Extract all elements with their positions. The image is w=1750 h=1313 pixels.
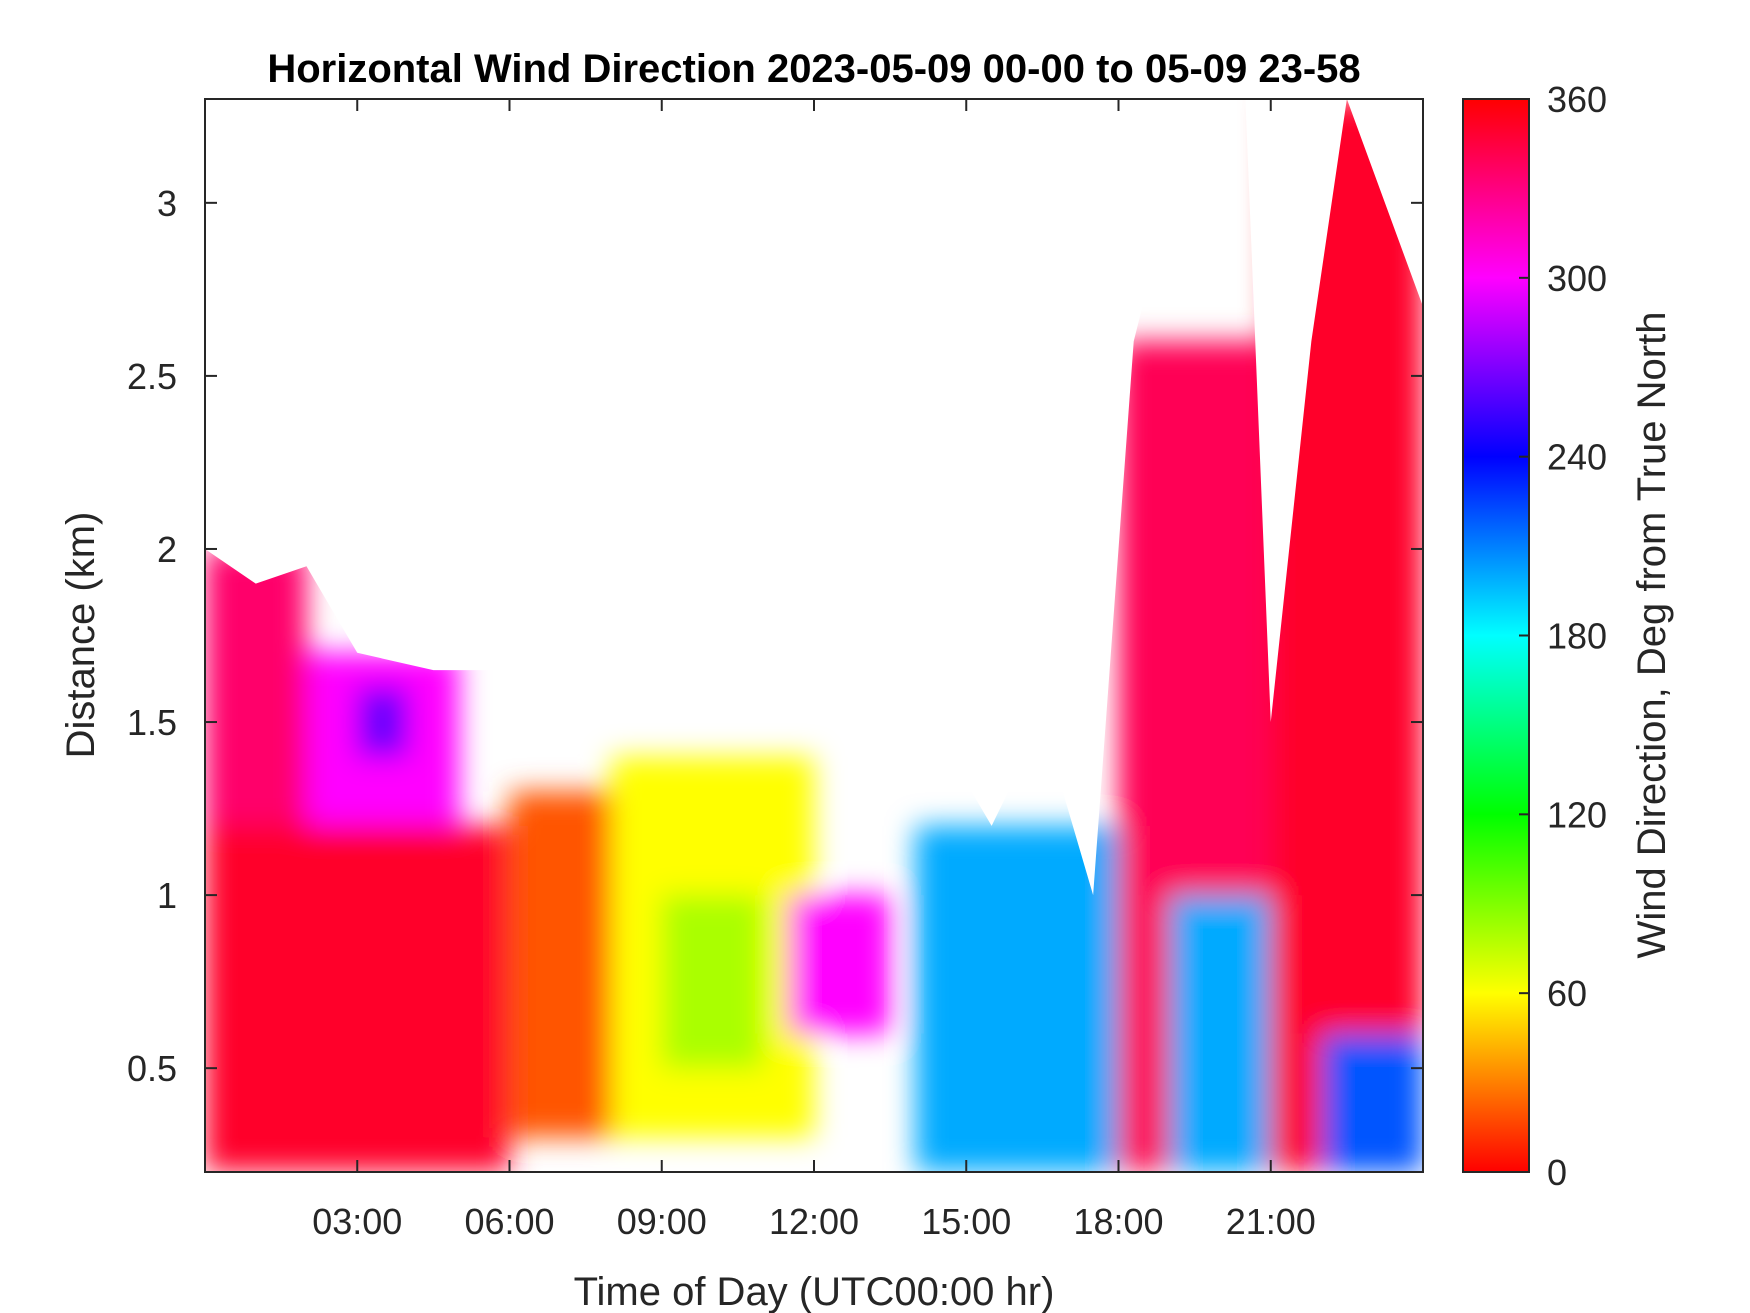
heatmap-region-6 — [661, 895, 764, 1069]
heatmap-region-8 — [915, 825, 1119, 1172]
x-tick-label: 03:00 — [312, 1201, 402, 1242]
heatmap-region-10 — [1169, 895, 1271, 1172]
colorbar-label: Wind Direction, Deg from True North — [1630, 312, 1674, 959]
colorbar-gradient — [1463, 99, 1529, 1172]
colorbar-tick-label: 60 — [1547, 973, 1587, 1014]
colorbar-tick-label: 300 — [1547, 258, 1607, 299]
heatmap-region-7 — [788, 895, 891, 1034]
y-tick-label: 2.5 — [127, 356, 177, 397]
y-axis: 0.5 1 1.5 2 2.5 3 — [127, 183, 1423, 1089]
colorbar-tick-label: 240 — [1547, 437, 1607, 478]
heatmap-layer — [205, 99, 1423, 1172]
colorbar-tick-label: 0 — [1547, 1152, 1567, 1193]
x-tick-label: 09:00 — [617, 1201, 707, 1242]
heatmap-region-2 — [357, 687, 408, 757]
colorbar: 0 60 120 180 240 300 360 Wind Direction, Deg f… — [1462, 79, 1674, 1193]
y-tick-label: 3 — [157, 183, 177, 224]
no-data-region — [205, 99, 1423, 896]
x-tick-label: 18:00 — [1073, 1201, 1163, 1242]
chart-title: Horizontal Wind Direction 2023-05-09 00-… — [267, 47, 1360, 91]
y-tick-label: 1 — [157, 875, 177, 916]
colorbar-tick-label: 120 — [1547, 794, 1607, 835]
x-tick-label: 12:00 — [769, 1201, 859, 1242]
x-axis-label: Time of Day (UTC00:00 hr) — [574, 1270, 1055, 1313]
y-tick-label: 2 — [157, 529, 177, 570]
x-tick-label: 06:00 — [464, 1201, 554, 1242]
colorbar-ticks: 0 60 120 180 240 300 360 — [1519, 79, 1607, 1193]
x-tick-label: 15:00 — [921, 1201, 1011, 1242]
y-tick-label: 0.5 — [127, 1048, 177, 1089]
missing-data-mask — [205, 99, 1423, 896]
y-axis-label: Distance (km) — [59, 512, 103, 759]
heatmap-region-12 — [1321, 1033, 1423, 1172]
heatmap-region-3 — [205, 825, 510, 1172]
x-tick-label: 21:00 — [1226, 1201, 1316, 1242]
x-axis: 03:00 06:00 09:00 12:00 15:00 18:00 21:00 — [312, 99, 1316, 1242]
colorbar-tick-label: 360 — [1547, 79, 1607, 120]
heatmap-region-4 — [509, 791, 611, 1138]
y-tick-label: 1.5 — [127, 702, 177, 743]
colorbar-tick-label: 180 — [1547, 616, 1607, 657]
plot-area — [205, 99, 1423, 1172]
